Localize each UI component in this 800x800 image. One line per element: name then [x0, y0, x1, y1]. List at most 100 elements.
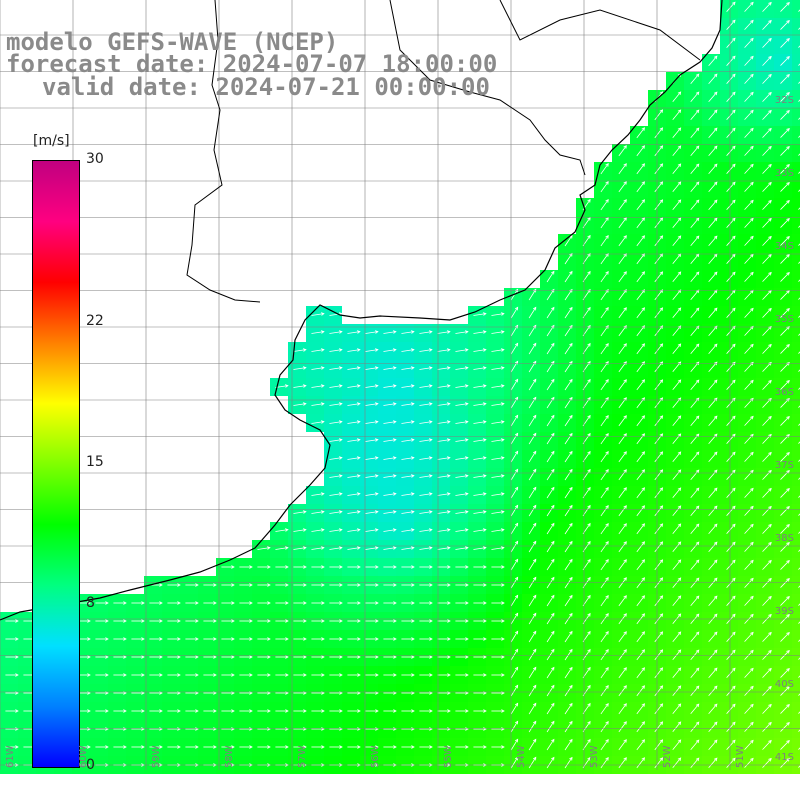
wind-arrow-head: [659, 217, 664, 221]
wind-arrow-head: [429, 619, 433, 623]
wind-arrow: [600, 649, 609, 661]
wind-arrow: [744, 704, 754, 714]
wind-arrow: [564, 541, 573, 553]
wind-arrow-head: [750, 397, 754, 402]
wind-arrow: [672, 685, 681, 697]
wind-arrow-head: [623, 613, 627, 617]
wind-arrow-head: [713, 595, 718, 600]
wind-arrow: [600, 757, 609, 769]
wind-arrow: [780, 560, 790, 570]
wind-arrow-head: [482, 312, 487, 316]
wind-arrow-head: [446, 492, 451, 496]
wind-arrow-head: [411, 745, 415, 749]
wind-arrow: [708, 451, 718, 462]
wind-arrow: [455, 493, 468, 496]
wind-arrow-head: [500, 456, 505, 460]
wind-arrow-head: [177, 745, 181, 749]
wind-arrow-head: [159, 619, 163, 623]
wind-arrow: [473, 331, 486, 334]
wind-arrow: [636, 631, 645, 643]
wind-arrow-head: [123, 619, 127, 623]
wind-arrow-head: [356, 420, 361, 424]
wind-arrow: [636, 217, 645, 229]
wind-arrow-head: [392, 492, 397, 496]
wind-arrow-head: [249, 637, 253, 641]
longitude-label: 56W: [370, 745, 381, 768]
wind-arrow: [564, 523, 573, 535]
wind-arrow-head: [695, 415, 700, 420]
wind-arrow: [618, 415, 627, 427]
wind-arrow: [762, 236, 772, 246]
wind-arrow-head: [393, 727, 397, 731]
wind-arrow: [690, 577, 700, 589]
wind-arrow-head: [732, 523, 736, 528]
wind-arrow-head: [786, 199, 790, 204]
wind-arrow-head: [446, 456, 451, 460]
wind-arrow-head: [464, 384, 469, 388]
wind-arrow-head: [482, 546, 487, 550]
wind-arrow-head: [677, 91, 682, 96]
wind-arrow-head: [464, 456, 469, 460]
wind-arrow: [564, 379, 573, 391]
border-line: [186, 0, 261, 303]
wind-arrow: [365, 547, 378, 550]
wind-arrow: [762, 290, 772, 300]
wind-arrow: [329, 439, 342, 442]
wind-arrow-head: [786, 109, 790, 114]
wind-arrow: [564, 757, 573, 769]
wind-arrow-head: [15, 727, 19, 731]
wind-arrow-head: [732, 451, 736, 456]
wind-arrow-head: [750, 451, 754, 456]
wind-arrow: [690, 271, 700, 283]
wind-arrow: [690, 73, 700, 85]
wind-arrow: [329, 511, 342, 514]
wind-arrow-head: [587, 630, 591, 635]
wind-arrow: [257, 547, 270, 550]
wind-arrow-head: [159, 727, 163, 731]
wind-arrow: [473, 475, 486, 478]
wind-arrow-head: [750, 613, 754, 618]
wind-arrow-head: [750, 379, 754, 384]
wind-arrow-head: [410, 546, 415, 550]
wind-arrow: [762, 578, 772, 588]
wind-arrow: [636, 487, 645, 499]
wind-arrow: [672, 181, 681, 193]
wind-arrow-head: [677, 703, 682, 708]
field-cell: [792, 396, 800, 414]
wind-arrow: [365, 511, 378, 514]
wind-arrow: [690, 649, 700, 661]
wind-arrow: [455, 331, 468, 334]
wind-arrow-head: [532, 612, 537, 617]
wind-arrow: [419, 349, 432, 352]
wind-arrow: [365, 493, 378, 496]
wind-arrow-head: [339, 745, 343, 749]
wind-arrow-head: [465, 709, 469, 713]
wind-arrow: [726, 686, 736, 696]
wind-arrow: [690, 235, 700, 247]
wind-arrow: [780, 74, 790, 84]
wind-arrow-head: [605, 559, 609, 563]
wind-arrow-head: [303, 745, 307, 749]
wind-arrow-head: [659, 757, 664, 761]
wind-arrow: [672, 343, 681, 355]
wind-arrow: [780, 758, 790, 768]
wind-arrow-head: [464, 510, 469, 514]
wind-arrow-head: [123, 673, 127, 677]
wind-arrow: [654, 451, 663, 463]
wind-arrow-head: [587, 270, 591, 275]
wind-arrow-head: [500, 330, 505, 334]
wind-arrow-head: [87, 745, 91, 749]
wind-arrow-head: [750, 271, 754, 276]
wind-arrow-head: [87, 655, 91, 659]
wind-arrow-head: [482, 330, 487, 334]
wind-arrow-head: [786, 703, 790, 708]
wind-arrow-head: [285, 745, 289, 749]
wind-arrow: [600, 271, 609, 283]
wind-arrow-head: [532, 486, 537, 491]
wind-arrow-head: [659, 739, 664, 743]
wind-arrow: [708, 145, 718, 156]
wind-arrow-head: [713, 73, 718, 78]
wind-arrow: [329, 385, 342, 388]
wind-arrow-head: [249, 619, 253, 623]
wind-arrow-head: [750, 235, 754, 240]
